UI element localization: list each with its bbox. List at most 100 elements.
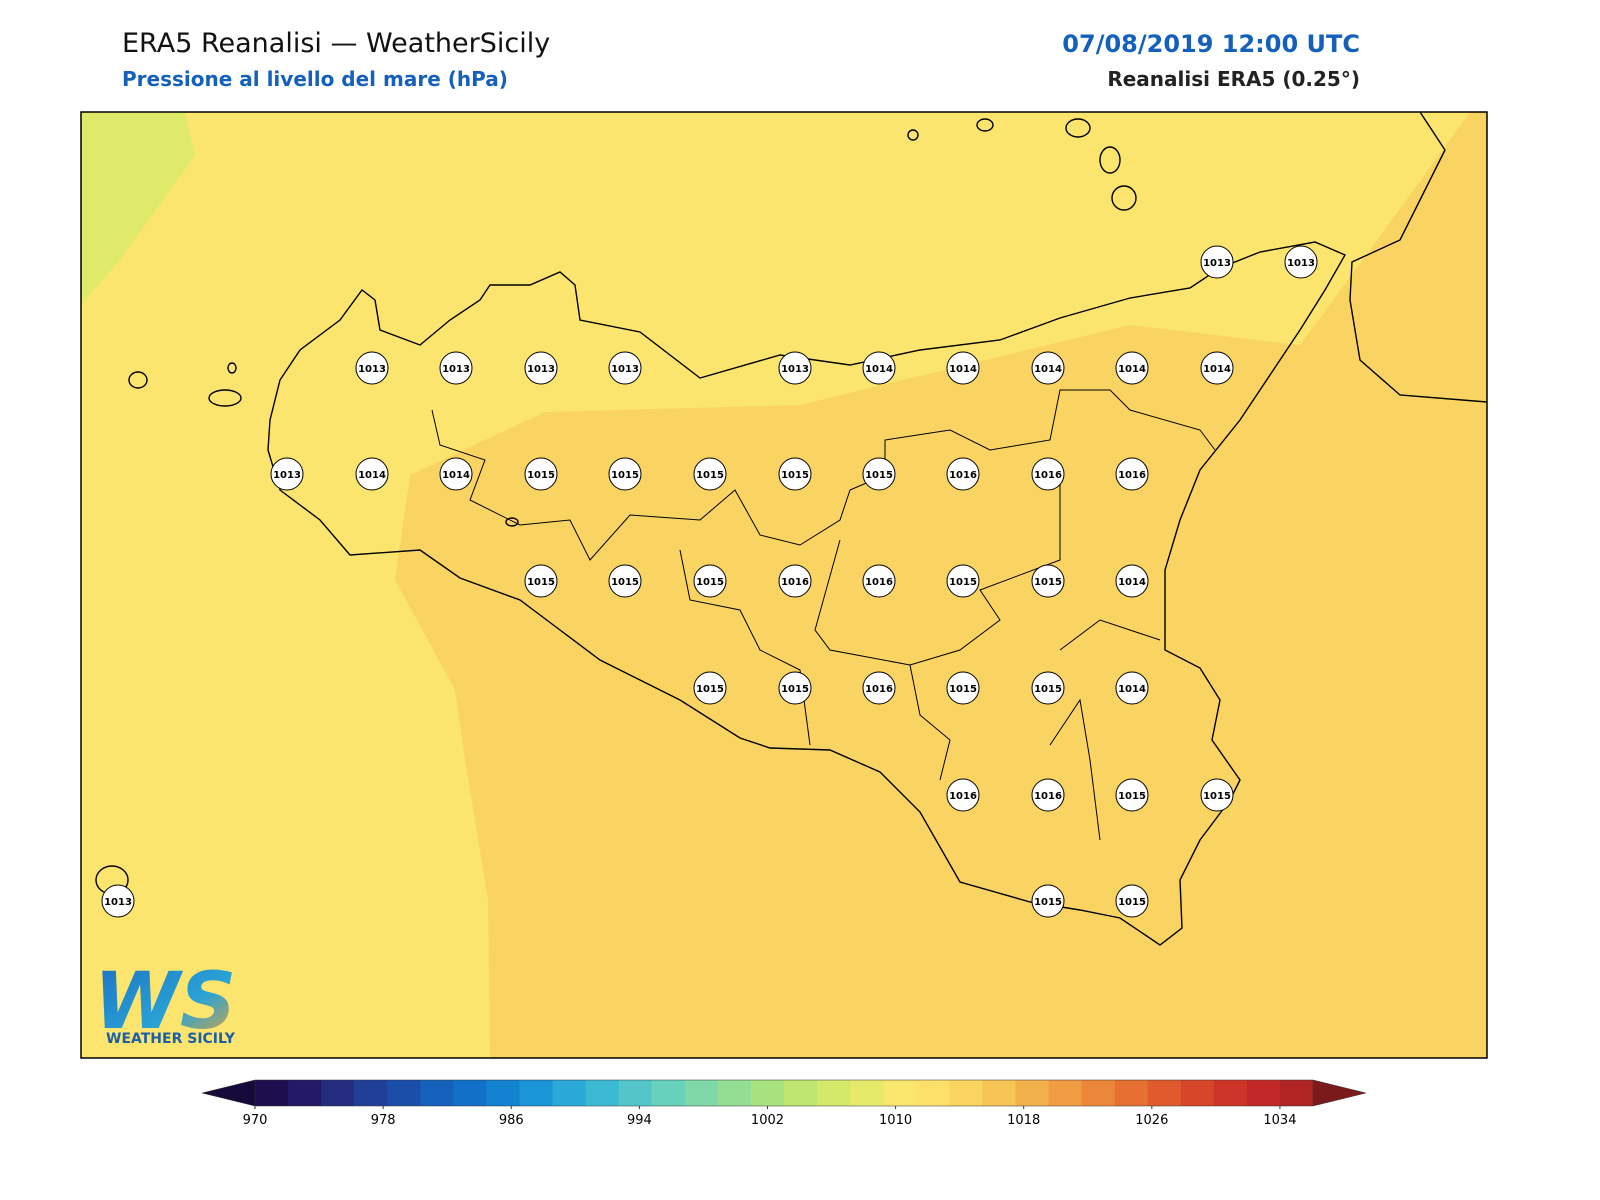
colorbar-bin	[1114, 1080, 1149, 1106]
station-marker	[608, 351, 642, 385]
station: 1014	[1115, 671, 1149, 705]
islands	[95, 118, 1137, 895]
station-marker	[778, 351, 812, 385]
station-marker	[608, 457, 642, 491]
map: 1013 1013 1013 1013 1013 1014 1014 1014 1014 1014…	[81, 112, 1487, 1058]
colorbar-bin	[486, 1080, 520, 1106]
station-marker	[946, 564, 980, 598]
station-value: 1013	[781, 364, 809, 375]
station-value: 1015	[1118, 897, 1146, 908]
colorbar-bin	[354, 1080, 388, 1106]
station-marker	[524, 564, 558, 598]
colorbar-bin	[387, 1080, 421, 1106]
colorbar-bin	[949, 1080, 983, 1106]
colorbar-bin	[850, 1080, 884, 1106]
station-marker	[1115, 884, 1149, 918]
colorbar-bin	[916, 1080, 950, 1106]
station: 1016	[1115, 457, 1149, 491]
station-value: 1015	[527, 577, 555, 588]
station: 1013	[1200, 245, 1234, 279]
colorbar-bin	[585, 1080, 620, 1106]
station-value: 1013	[527, 364, 555, 375]
station: 1015	[946, 564, 980, 598]
station-marker	[524, 457, 558, 491]
station-value: 1015	[865, 470, 893, 481]
colorbar-bin	[883, 1080, 917, 1106]
subtitle: Pressione al livello del mare (hPa)	[122, 67, 508, 91]
colorbar-tick-label: 1034	[1263, 1113, 1296, 1128]
station-value: 1015	[696, 470, 724, 481]
colorbar-bin	[1180, 1080, 1215, 1106]
station: 1015	[1031, 564, 1065, 598]
colorbar-bin	[750, 1080, 785, 1106]
station-marker	[1115, 778, 1149, 812]
colorbar-bin	[453, 1080, 487, 1106]
station-marker	[862, 564, 896, 598]
station: 1014	[1031, 351, 1065, 385]
station: 1015	[693, 457, 727, 491]
station-value: 1015	[1203, 791, 1231, 802]
station: 1015	[862, 457, 896, 491]
colorbar-tick-label: 1002	[751, 1113, 784, 1128]
colorbar: 970 978 986 994 1002 1010 1018 1026 1034	[201, 1079, 1367, 1128]
colorbar-bin	[684, 1080, 719, 1106]
colorbar-bin	[1246, 1080, 1281, 1106]
station-marker	[524, 351, 558, 385]
colorbar-extend-low	[201, 1079, 256, 1107]
station-value: 1016	[949, 470, 977, 481]
station-marker	[1115, 564, 1149, 598]
station-value: 1014	[442, 470, 470, 481]
station-value: 1015	[611, 470, 639, 481]
station-value: 1013	[104, 897, 132, 908]
station-marker	[355, 457, 389, 491]
station: 1014	[1115, 564, 1149, 598]
station-value: 1016	[1118, 470, 1146, 481]
station-value: 1016	[865, 577, 893, 588]
station-value: 1015	[949, 577, 977, 588]
logo-mark: WS	[94, 957, 236, 1047]
colorbar-tick-label: 986	[499, 1113, 524, 1128]
station-value: 1014	[949, 364, 977, 375]
colorbar-bin	[618, 1080, 653, 1106]
station: 1016	[1031, 778, 1065, 812]
station-marker	[693, 564, 727, 598]
field-lowest	[81, 112, 195, 305]
station: 1015	[1031, 671, 1065, 705]
station-value: 1016	[781, 577, 809, 588]
station-marker	[1031, 671, 1065, 705]
station: 1016	[862, 564, 896, 598]
station: 1015	[946, 671, 980, 705]
station-marker	[778, 564, 812, 598]
station: 1015	[693, 671, 727, 705]
station-marker	[946, 457, 980, 491]
station-marker	[1031, 351, 1065, 385]
sicily-coast	[267, 241, 1346, 946]
station-value: 1015	[781, 470, 809, 481]
station: 1016	[862, 671, 896, 705]
station-marker	[1200, 351, 1234, 385]
station-marker	[778, 671, 812, 705]
station: 1014	[946, 351, 980, 385]
station-marker	[1115, 457, 1149, 491]
station: 1015	[608, 457, 642, 491]
station: 1016	[946, 778, 980, 812]
station-marker	[1200, 778, 1234, 812]
colorbar-bin	[982, 1080, 1016, 1106]
station: 1013	[608, 351, 642, 385]
logo-text: WEATHER SICILY	[106, 1031, 236, 1047]
station: 1015	[524, 564, 558, 598]
logo: WS WEATHER SICILY	[94, 957, 236, 1047]
station-value: 1015	[1034, 897, 1062, 908]
station-value: 1013	[358, 364, 386, 375]
date: 07/08/2019 12:00 UTC	[1062, 30, 1360, 58]
station: 1015	[608, 564, 642, 598]
station-marker	[946, 671, 980, 705]
province-borders	[431, 389, 1216, 841]
colorbar-bin	[288, 1080, 322, 1106]
station-marker	[608, 564, 642, 598]
station-value: 1014	[358, 470, 386, 481]
colorbar-tick-label: 994	[627, 1113, 652, 1128]
colorbar-tick-label: 1010	[879, 1113, 912, 1128]
station-value: 1015	[949, 684, 977, 695]
